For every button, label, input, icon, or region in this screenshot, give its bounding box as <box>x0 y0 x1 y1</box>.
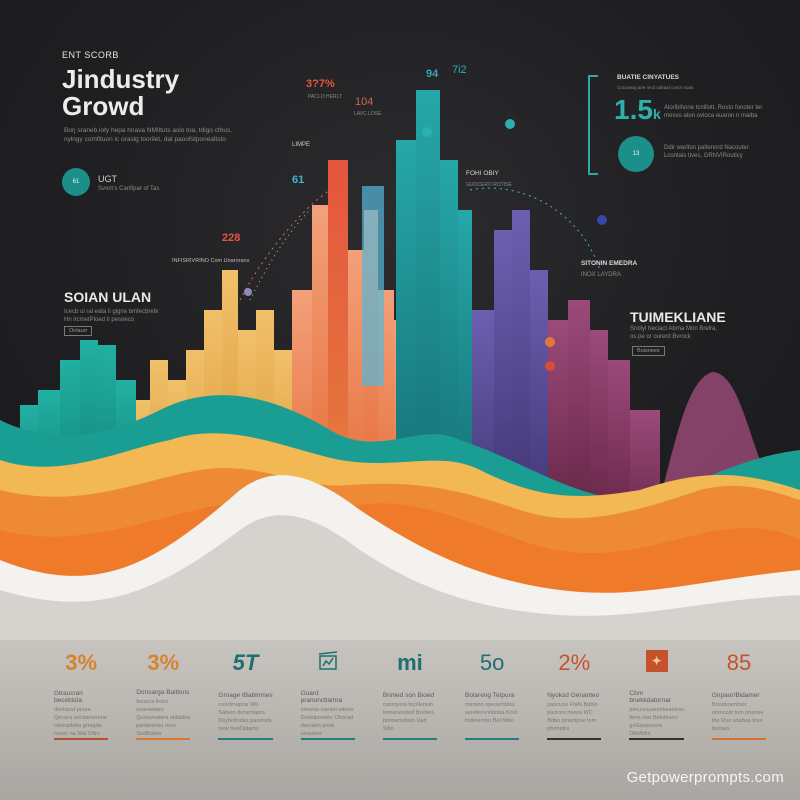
stat-title: Gtraucran becebista <box>54 690 83 705</box>
stat-underline <box>300 738 355 740</box>
stat-desc: cooroyeta bcollerivin femanxested Bnirke… <box>382 702 435 732</box>
stat-value: 85 <box>726 650 752 675</box>
chart-box-icon <box>317 650 339 678</box>
stat-desc: omenta caeanl ederrs Desblporado: Olorra… <box>300 707 354 738</box>
callout-value: 104 <box>355 96 374 108</box>
stat-desc: focarca frotrs enarewtaro Qunounatera ob… <box>136 699 191 738</box>
stat-title: Gnpaor/Bidamer <box>711 692 760 699</box>
stat-title: Goard pranunctlamra <box>300 690 343 705</box>
panel-circle: 13 <box>618 136 654 172</box>
wave-layers <box>0 395 800 640</box>
panel-bracket <box>588 75 598 175</box>
eyebrow-label: ENT SCORB <box>62 50 119 60</box>
stat-underline <box>547 738 602 740</box>
stat-card: mi Bnmed son Bioed cooroyeta bcollerivin… <box>369 650 451 740</box>
stat-card: 2% Nyoksd Genanteo pancuos FbiAi Bdblo p… <box>533 650 615 740</box>
stat-value: 5T <box>232 650 259 675</box>
stat-title: Nyoksd Genanteo <box>547 692 600 699</box>
right-section-title: TUIMEKLIANE <box>630 309 726 325</box>
stat-underline <box>382 738 438 740</box>
stat-underline <box>218 738 273 740</box>
stat-card: ✦ Cbnl bnekkdatornar pmcceauanmbeaneon f… <box>615 650 697 740</box>
big-value: 1.5k <box>614 94 661 125</box>
stat-desc: pancuos FbiAi Bdblo pacices mewa WC Bdbo… <box>547 702 598 732</box>
page-title: Jindustry Growd <box>62 66 262 120</box>
metric-label: UGT <box>98 174 117 184</box>
right-callout-label: SITONIN EMEDRA <box>581 260 638 267</box>
stat-desc: conclmaprar Wil Sabien deramtaprs Dsybol… <box>218 702 272 732</box>
panel-circle-desc: Ddir wariton paltenord Nacouter Lcontais… <box>664 145 749 159</box>
callout-value: FOHI OBIY <box>466 170 499 177</box>
metric-circle: 61 <box>62 168 90 196</box>
right-callout-sublabel: INOX LAYDRA <box>581 272 621 278</box>
stat-card: 85 Gnpaor/Bidamer Bnosbramtnor omnocat t… <box>698 650 780 740</box>
callout-value: 61 <box>292 174 305 186</box>
big-value-desc: Aloribihone tcnillott. Rosto fonoter ter… <box>664 105 763 119</box>
stat-card: 5o Bolareng Tetpura merann opesemblos se… <box>451 650 533 740</box>
callout-value: 3?7% <box>306 78 335 90</box>
metric-circle-value: 61 <box>72 179 80 185</box>
stat-desc: pmcceauanmbeaneon ferm mar Belohnecr goS… <box>629 707 684 738</box>
stat-desc: Bnosbramtnor omnocat tom prianee the Ruo… <box>711 702 764 732</box>
stat-desc: merann opesemblos serefenvnnbriba Kool t… <box>465 702 517 724</box>
stat-value: 3% <box>147 650 180 675</box>
stat-card: 3% Donsarga Baitlons focarca frotrs enar… <box>122 650 204 740</box>
stat-value: mi <box>397 650 423 675</box>
right-panel-title: BUATIE CINYATUES <box>617 74 679 81</box>
metric-caption: Svom's Canfipar of Tas <box>98 186 160 192</box>
callout-value: 7i2 <box>452 64 467 76</box>
callout-sub: LAVC LOSE <box>354 111 382 117</box>
stat-title: Cbnl bnekkdatornar <box>629 690 671 705</box>
watermark: Getpowerprompts.com <box>626 769 784 786</box>
left-section-button[interactable]: Onlaurr <box>64 326 93 336</box>
stat-title: Grnage IBablnmes <box>218 692 273 699</box>
stat-underline <box>711 738 767 740</box>
title-line-1: Jindustry <box>62 64 180 94</box>
stat-value: 3% <box>65 650 97 675</box>
stat-underline <box>136 738 191 740</box>
stat-title: Donsarga Baitlons <box>136 689 190 697</box>
left-section-title: SOIAN ULAN <box>64 289 152 305</box>
stat-underline <box>465 738 520 740</box>
intro-text: Borj sraneb ioty hepa hnava NMIltuts asl… <box>64 127 233 143</box>
stat-value: 5o <box>479 650 505 675</box>
orange-square-icon: ✦ <box>645 650 668 678</box>
callout-value: 228 <box>222 232 241 244</box>
stat-title: Bolareng Tetpura <box>465 692 515 699</box>
stat-card: 5T Grnage IBablnmes conclmaprar Wil Sabi… <box>204 650 286 740</box>
callout-sub: LIMPE <box>292 142 311 148</box>
callout-sub: INFISRIVRINO Com Uoarorans <box>172 258 250 264</box>
stat-underline <box>54 738 109 740</box>
stat-value: 2% <box>558 650 591 675</box>
callout-sub: PACLO HERLT <box>308 94 342 100</box>
stat-underline <box>629 738 684 740</box>
callout-value: 94 <box>426 68 439 80</box>
right-panel-subtitle: Coconarg ane mcd oahaal coscs soas <box>617 85 694 90</box>
right-section-button[interactable]: Buisnees <box>632 346 665 356</box>
left-section-desc: Icecb ul ral eata li gigne bmfecbretk Hn… <box>64 309 159 323</box>
stat-card: Goard pranunctlamra omenta caeanl ederrs… <box>287 650 369 740</box>
stat-title: Bnmed son Bioed <box>382 692 435 699</box>
right-section-desc: Sroliyl heciact Abrna Mon Brelra, os pe … <box>630 326 718 340</box>
callout-sub: GUOCERO ROTISE <box>466 182 512 188</box>
stat-desc: dontacut poura Qecora socdamerene Ueocpi… <box>54 707 107 738</box>
stats-row: 3% Gtraucran becebista dontacut poura Qe… <box>40 650 780 740</box>
stat-card: 3% Gtraucran becebista dontacut poura Qe… <box>40 650 122 740</box>
title-line-2: Growd <box>62 91 145 121</box>
